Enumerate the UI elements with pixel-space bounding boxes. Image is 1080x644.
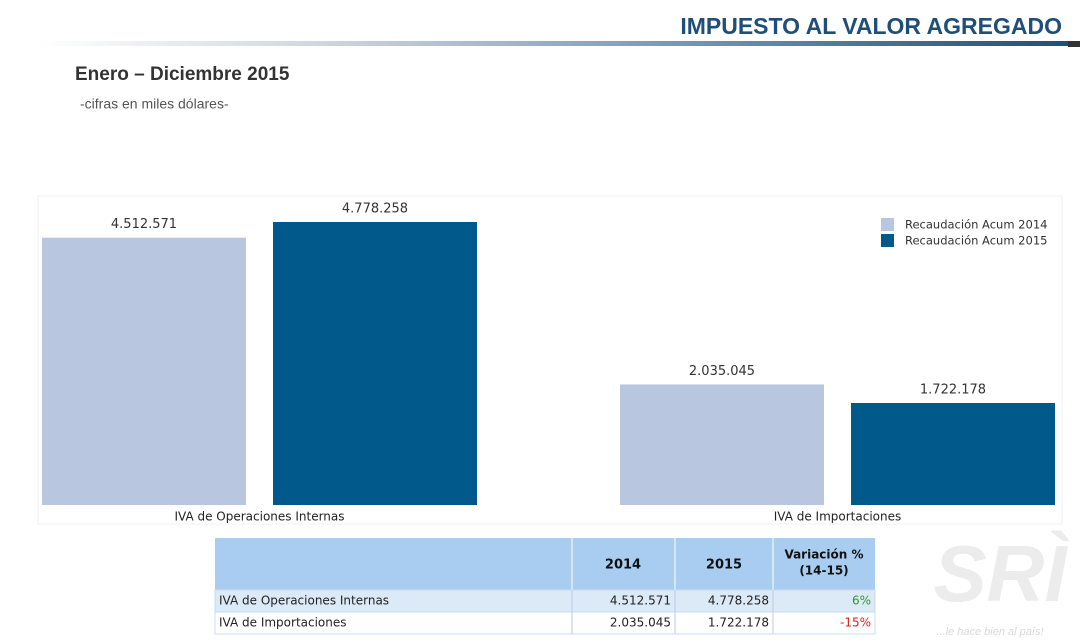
legend-swatch	[881, 234, 894, 247]
table-row-bg	[214, 611, 876, 635]
table-cell: 2.035.045	[610, 616, 671, 630]
row-label: IVA de Importaciones	[219, 616, 347, 630]
category-label: IVA de Operaciones Internas	[174, 510, 344, 524]
header-rule-end	[1068, 41, 1080, 47]
bar	[620, 384, 824, 505]
legend-swatch	[881, 218, 894, 231]
table-header: 2014	[605, 558, 641, 573]
legend-label: Recaudación Acum 2015	[905, 234, 1047, 248]
note: -cifras en miles dólares-	[80, 96, 229, 112]
bar	[42, 237, 246, 506]
bar	[273, 222, 477, 505]
value-label: 4.778.258	[342, 202, 408, 217]
table-cell: 4.512.571	[610, 594, 671, 608]
table-header: Variación %	[784, 548, 863, 562]
table-header-bg	[215, 538, 875, 590]
table-cell: 1.722.178	[708, 616, 769, 630]
legend-label: Recaudación Acum 2014	[905, 218, 1047, 232]
row-label: IVA de Operaciones Internas	[219, 594, 389, 608]
header-rule	[40, 41, 1070, 46]
table-header: 2015	[706, 558, 742, 573]
table: 2014 2015 Variación % (14-15) IVA de Operaci…	[214, 538, 876, 635]
category-label: IVA de Importaciones	[774, 510, 902, 524]
slide-title: IMPUESTO AL VALOR AGREGADO	[680, 13, 1062, 39]
table-cell: -15%	[840, 616, 871, 630]
bar	[851, 403, 1055, 505]
table-cell: 4.778.258	[708, 594, 769, 608]
table-cell: 6%	[852, 594, 871, 608]
chart: 4.512.571 4.778.258 IVA de Operaciones Int…	[42, 202, 1055, 524]
value-label: 2.035.045	[689, 364, 755, 379]
subtitle: Enero – Diciembre 2015	[75, 64, 290, 85]
logo-tagline: ...le hace bien al país!	[936, 626, 1043, 638]
value-label: 4.512.571	[111, 217, 177, 232]
table-header: (14-15)	[799, 564, 848, 578]
value-label: 1.722.178	[920, 383, 986, 398]
logo-mark: SRÌ	[933, 529, 1069, 618]
